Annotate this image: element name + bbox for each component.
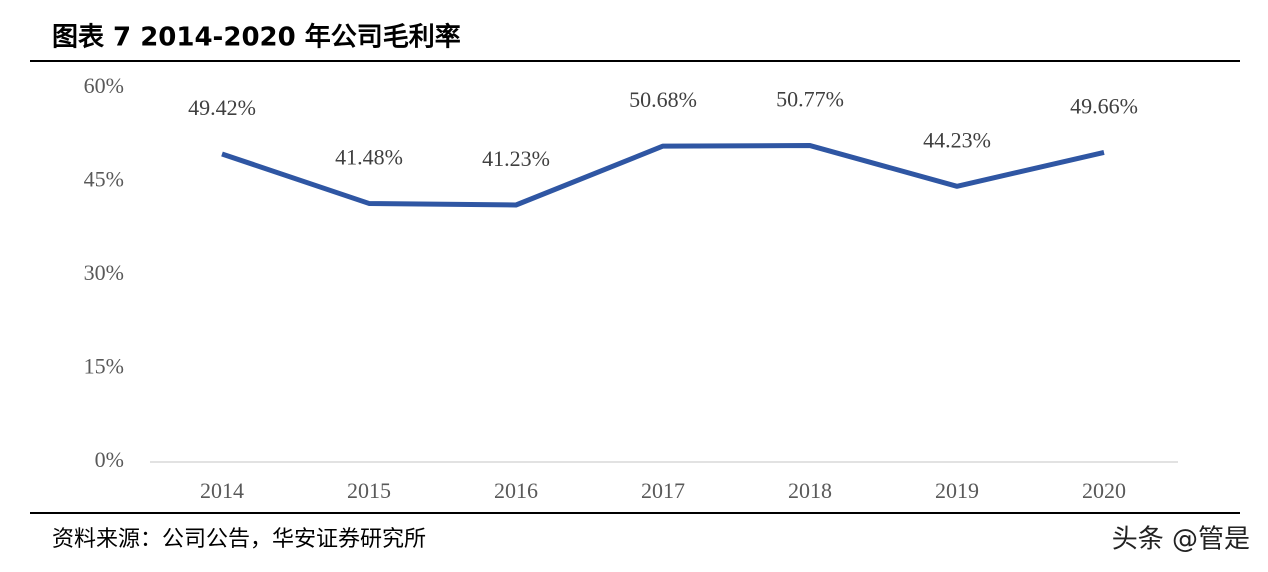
x-tick-label: 2019 <box>935 478 979 503</box>
value-label: 50.77% <box>776 87 844 112</box>
value-label: 41.48% <box>335 144 403 169</box>
x-tick-label: 2020 <box>1082 478 1126 503</box>
value-label: 44.23% <box>923 127 991 152</box>
y-tick-label: 30% <box>84 260 124 285</box>
x-tick-label: 2018 <box>788 478 832 503</box>
value-label: 50.68% <box>629 87 697 112</box>
watermark: 头条 @管是 <box>1112 525 1250 555</box>
x-tick-label: 2015 <box>347 478 391 503</box>
data-line <box>221 143 1105 208</box>
value-label: 49.42% <box>188 95 256 120</box>
y-tick-label: 45% <box>84 167 124 192</box>
value-label: 49.66% <box>1070 93 1138 118</box>
source: 资料来源：公司公告，华安证券研究所 <box>52 527 426 552</box>
y-tick-label: 15% <box>84 354 124 379</box>
y-tick-label: 0% <box>95 447 124 472</box>
y-tick-label: 60% <box>84 73 124 98</box>
chart-title: 图表 7 2014-2020 年公司毛利率 <box>52 22 461 53</box>
value-label: 41.23% <box>482 146 550 171</box>
x-tick-label: 2016 <box>494 478 538 503</box>
x-tick-label: 2014 <box>200 478 244 503</box>
x-tick-label: 2017 <box>641 478 685 503</box>
